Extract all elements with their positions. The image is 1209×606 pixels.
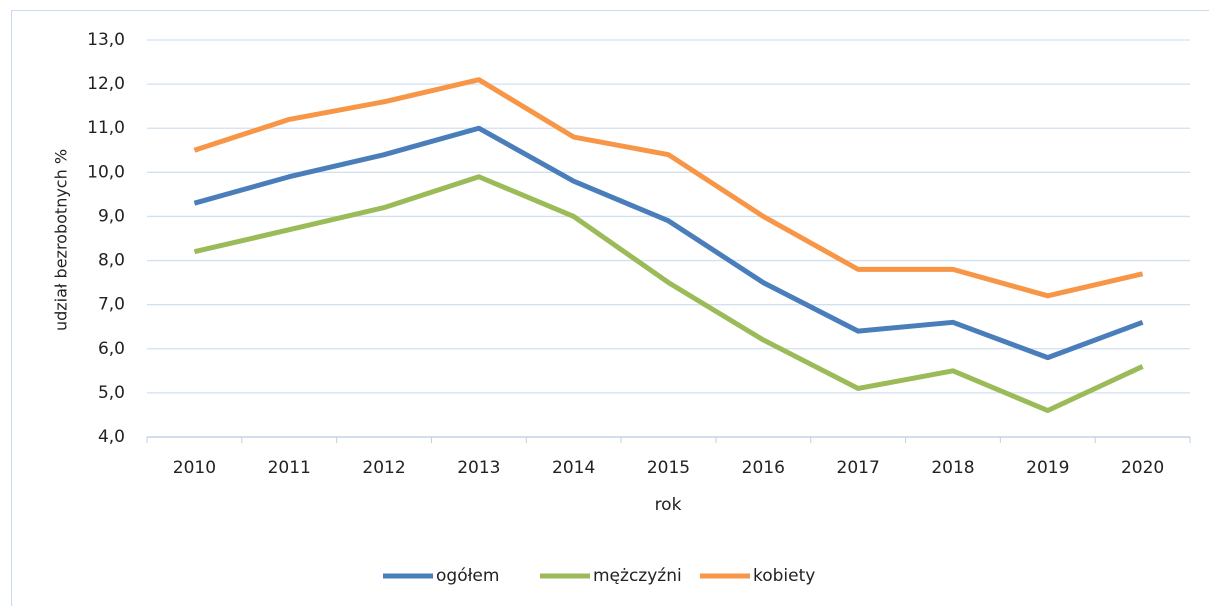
x-tick-label: 2015 [647,458,690,478]
y-tick-label: 11,0 [87,118,125,138]
x-tick-label: 2011 [268,458,311,478]
line-series [193,125,1144,361]
y-tick-label: 10,0 [87,162,125,182]
x-tick-label: 2012 [362,458,405,478]
line-series [193,174,1144,414]
legend-label: mężczyźni [593,566,682,586]
y-tick-label: 13,0 [87,30,125,50]
chart-border [11,10,1209,606]
x-tick-label: 2013 [457,458,500,478]
y-axis-label: udział bezrobotnych % [52,149,71,331]
x-tick-label: 2010 [173,458,216,478]
x-tick-label: 2016 [742,458,785,478]
x-tick-label: 2018 [931,458,974,478]
x-axis-label: rok [655,495,682,515]
y-tick-label: 9,0 [98,206,125,226]
legend-label: kobiety [753,566,815,586]
x-tick-label: 2017 [837,458,880,478]
x-tick-label: 2020 [1121,458,1164,478]
legend-label: ogółem [436,566,499,586]
y-tick-label: 6,0 [98,339,125,359]
y-tick-label: 12,0 [87,74,125,94]
x-tick-label: 2014 [552,458,595,478]
y-tick-label: 8,0 [98,251,125,271]
y-tick-label: 5,0 [98,383,125,403]
y-tick-label: 4,0 [98,427,125,447]
y-tick-label: 7,0 [98,295,125,315]
x-tick-label: 2019 [1026,458,1069,478]
line-series [193,77,1144,299]
